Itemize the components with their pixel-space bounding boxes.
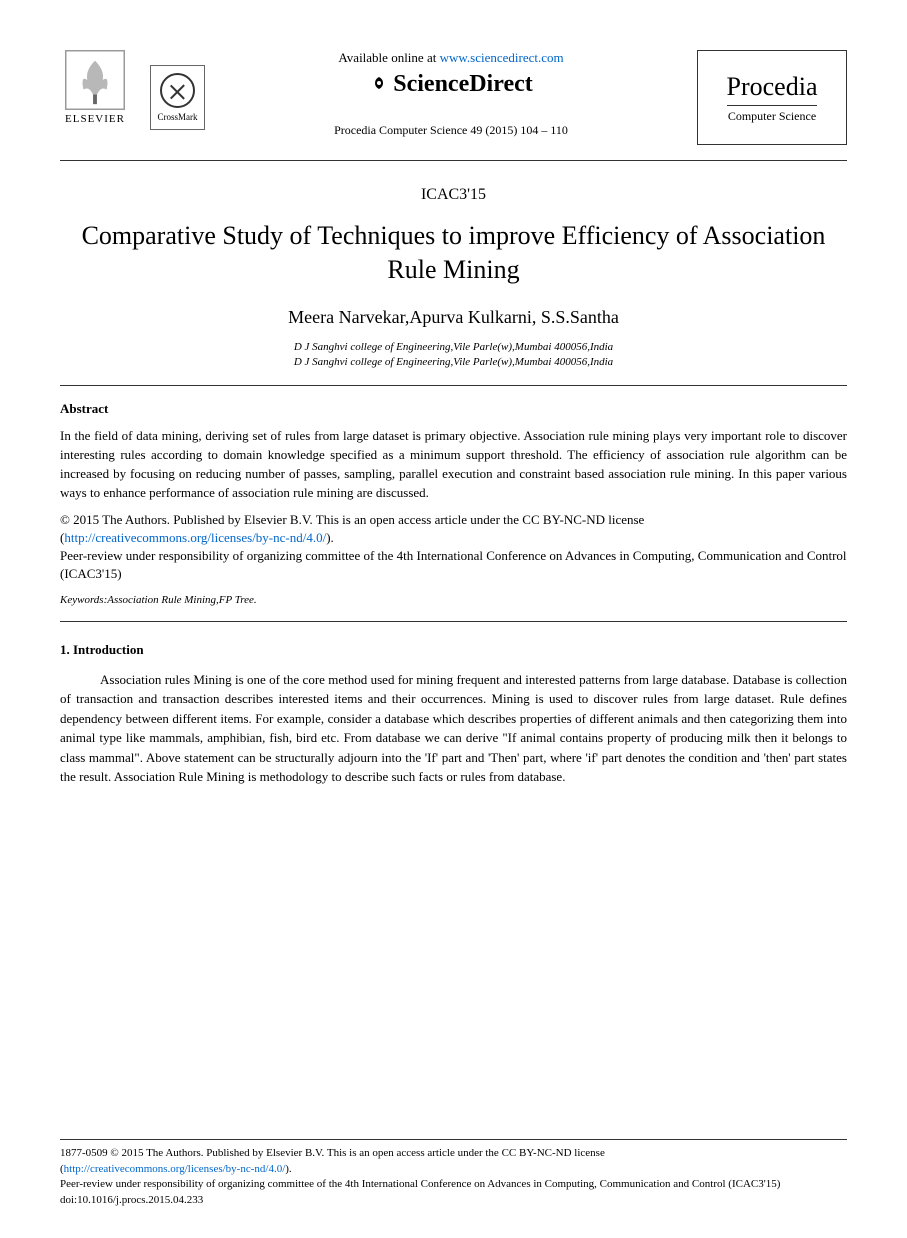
center-header: Available online at www.sciencedirect.co… [205,50,697,138]
license-link[interactable]: http://creativecommons.org/licenses/by-n… [64,530,326,545]
affiliation-2: D J Sanghvi college of Engineering,Vile … [60,355,847,370]
elsevier-label: ELSEVIER [65,113,125,125]
introduction-heading: 1. Introduction [60,642,847,658]
copyright-line1: © 2015 The Authors. Published by Elsevie… [60,512,644,527]
sciencedirect-icon [369,75,389,95]
keywords-label: Keywords: [60,594,107,606]
peer-review-text: Peer-review under responsibility of orga… [60,548,847,581]
abstract-text: In the field of data mining, deriving se… [60,427,847,502]
procedia-subtitle: Computer Science [728,109,816,124]
affiliation-1: D J Sanghvi college of Engineering,Vile … [60,340,847,355]
footer-peer-review: Peer-review under responsibility of orga… [60,1178,780,1190]
sciencedirect-logo[interactable]: ScienceDirect [225,71,677,98]
copyright-block: © 2015 The Authors. Published by Elsevie… [60,511,847,584]
sciencedirect-url[interactable]: www.sciencedirect.com [440,50,564,65]
paper-title: Comparative Study of Techniques to impro… [60,219,847,287]
abstract-heading: Abstract [60,401,847,417]
divider-top [60,160,847,161]
footer-license-link[interactable]: http://creativecommons.org/licenses/by-n… [64,1163,286,1175]
header-row: ELSEVIER CrossMark Available online at w… [60,50,847,145]
divider-after-keywords [60,621,847,622]
left-logos: ELSEVIER CrossMark [60,50,205,130]
keywords-line: Keywords:Association Rule Mining,FP Tree… [60,594,847,606]
elsevier-logo[interactable]: ELSEVIER [60,50,130,130]
citation-line: Procedia Computer Science 49 (2015) 104 … [225,123,677,138]
conference-label: ICAC3'15 [60,186,847,204]
crossmark-logo[interactable]: CrossMark [150,65,205,130]
footer-doi: doi:10.1016/j.procs.2015.04.233 [60,1194,203,1206]
affiliations: D J Sanghvi college of Engineering,Vile … [60,340,847,371]
introduction-text: Association rules Mining is one of the c… [60,670,847,787]
elsevier-tree-icon [65,50,125,110]
crossmark-label: CrossMark [158,112,198,122]
divider-after-affiliation [60,385,847,386]
keywords-text: Association Rule Mining,FP Tree. [107,594,256,606]
footer-block: 1877-0509 © 2015 The Authors. Published … [60,1139,847,1208]
authors: Meera Narvekar,Apurva Kulkarni, S.S.Sant… [60,307,847,328]
procedia-title: Procedia [727,72,818,106]
footer-issn: 1877-0509 © 2015 The Authors. Published … [60,1147,605,1159]
available-prefix: Available online at [338,50,439,65]
available-online-text: Available online at www.sciencedirect.co… [225,50,677,66]
procedia-box: Procedia Computer Science [697,50,847,145]
crossmark-icon [160,73,195,108]
sciencedirect-label: ScienceDirect [393,71,533,98]
